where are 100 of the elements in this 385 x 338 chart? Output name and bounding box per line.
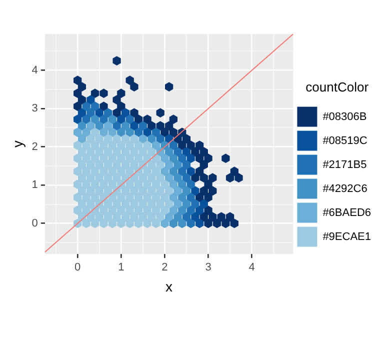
point (100, 88, 108, 98)
point (174, 160, 182, 170)
point (182, 173, 191, 183)
point (112, 56, 121, 66)
point (234, 173, 243, 183)
point (186, 154, 195, 164)
point (178, 180, 186, 190)
point (169, 192, 178, 202)
point (104, 121, 112, 131)
point (178, 166, 186, 176)
point (164, 160, 174, 170)
point (169, 114, 178, 124)
point (226, 212, 234, 222)
y-tick-label: 3 (32, 102, 38, 115)
point (164, 147, 174, 157)
point (164, 212, 174, 222)
legend-label: #4292C6 (322, 182, 368, 195)
point (117, 88, 126, 98)
point (156, 121, 164, 131)
point (226, 173, 234, 183)
point (174, 147, 182, 157)
point (90, 102, 100, 112)
point (78, 121, 86, 131)
point (126, 128, 134, 138)
point (126, 114, 134, 124)
point (130, 108, 138, 118)
point (217, 212, 226, 222)
point (117, 102, 126, 112)
point (182, 186, 191, 196)
point (112, 108, 121, 118)
point (182, 212, 191, 222)
point (230, 166, 238, 176)
point (74, 128, 82, 138)
point (112, 95, 121, 105)
point (169, 154, 178, 164)
point (156, 108, 164, 118)
point (195, 154, 204, 164)
x-tick-label: 3 (205, 262, 212, 274)
point (138, 121, 147, 131)
point (200, 160, 208, 170)
point (95, 121, 104, 131)
point (104, 108, 112, 118)
x-tick-label: 4 (248, 262, 255, 274)
x-tick-label: 0 (74, 262, 81, 274)
point (182, 199, 191, 209)
point (178, 192, 186, 202)
point (195, 166, 204, 176)
point (200, 173, 208, 183)
point (222, 218, 230, 228)
point (121, 108, 130, 118)
point (86, 95, 95, 105)
y-axis-title: y (9, 140, 26, 148)
point (156, 134, 164, 144)
point (204, 180, 212, 190)
point (82, 128, 90, 138)
y-tick-label: 2 (32, 140, 38, 153)
point (212, 218, 222, 228)
point (182, 134, 191, 144)
point (148, 134, 156, 144)
point (86, 121, 95, 131)
point (186, 180, 195, 190)
point (169, 206, 178, 216)
point (169, 166, 178, 176)
x-tick-label: 1 (118, 262, 124, 274)
point (208, 173, 217, 183)
point (174, 173, 182, 183)
point (169, 140, 178, 150)
point (200, 186, 208, 196)
point (182, 147, 191, 157)
point (164, 82, 174, 92)
point (195, 218, 204, 228)
point (134, 114, 143, 124)
legend-label: #6BAED6 (322, 206, 372, 219)
point (186, 140, 195, 150)
point (95, 108, 104, 118)
point (108, 128, 116, 138)
point (148, 121, 156, 131)
point (143, 128, 152, 138)
point (130, 82, 138, 92)
x-axis-title: x (166, 278, 173, 294)
point (74, 88, 82, 98)
x-tick-label: 2 (162, 262, 168, 274)
legend-label: #08519C (322, 134, 368, 147)
point (208, 212, 217, 222)
point (100, 102, 108, 112)
point (117, 128, 126, 138)
y-tick-label: 0 (32, 217, 38, 230)
point (74, 102, 82, 112)
point (74, 114, 82, 124)
point (160, 218, 169, 228)
point (204, 206, 212, 216)
point (230, 218, 238, 228)
point (160, 154, 169, 164)
point (200, 212, 208, 222)
point (186, 218, 195, 228)
point (204, 154, 212, 164)
point (130, 121, 138, 131)
point (186, 206, 195, 216)
point (174, 199, 182, 209)
point (160, 166, 169, 176)
